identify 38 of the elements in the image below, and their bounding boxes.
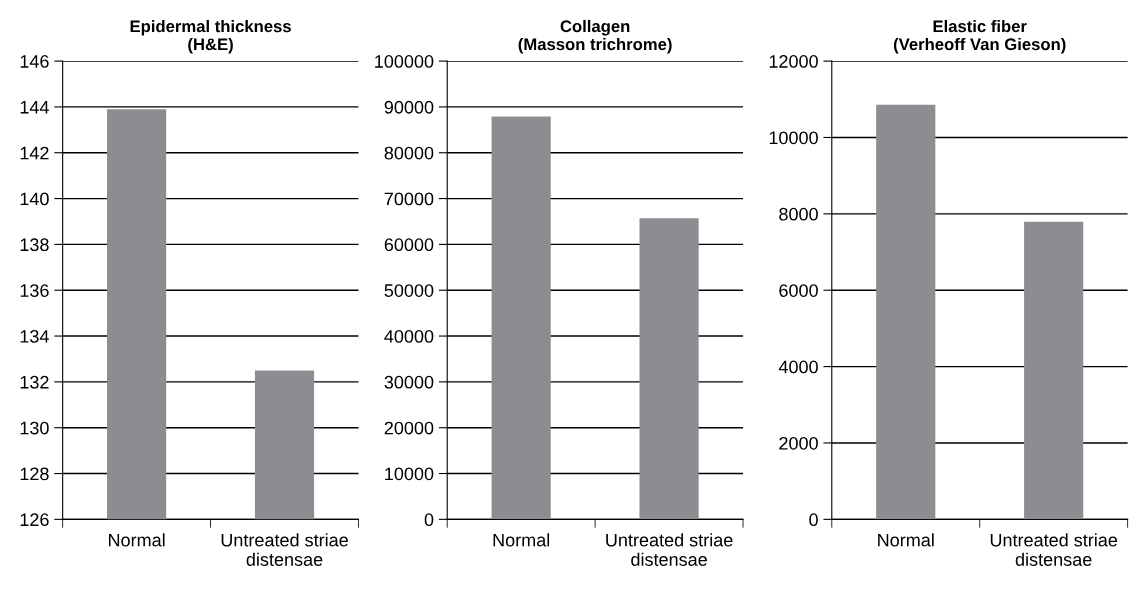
y-tick-label: 100000: [375, 55, 434, 68]
y-tick-label: 80000: [384, 146, 434, 160]
y-tick-label: 140: [20, 192, 49, 206]
y-tick-label: 146: [20, 55, 49, 68]
y-tick-label: 130: [20, 421, 49, 435]
x-tick-label: Normal: [493, 533, 550, 547]
x-tick-label: Normal: [878, 533, 934, 547]
x-tick-label: Untreated striae distensae: [221, 533, 348, 566]
y-tick-label: 0: [424, 513, 434, 527]
y-tick-label: 128: [20, 467, 49, 481]
y-tick-label: 8000: [779, 207, 818, 221]
y-tick-label: 70000: [384, 192, 434, 206]
y-tick-label: 144: [20, 101, 49, 114]
y-tick-label: 136: [20, 284, 49, 297]
y-tick-label: 30000: [384, 375, 434, 389]
y-tick-label: 50000: [384, 284, 434, 297]
y-tick-label: 10000: [769, 131, 818, 145]
y-tick-label: 142: [20, 146, 49, 160]
y-tick-label: 132: [20, 375, 49, 389]
y-tick-label: 138: [20, 238, 49, 252]
y-tick-label: 12000: [769, 55, 818, 68]
chart-title: Elastic fiber (Verheoff Van Gieson): [893, 19, 1066, 54]
y-tick-label: 10000: [385, 467, 434, 481]
x-tick-label: Normal: [108, 533, 165, 547]
y-tick-label: 2000: [779, 436, 818, 450]
y-tick-label: 4000: [778, 360, 818, 374]
y-tick-label: 134: [20, 329, 49, 343]
y-tick-label: 90000: [384, 100, 434, 114]
y-tick-label: 20000: [384, 421, 434, 435]
y-tick-label: 60000: [384, 238, 434, 252]
y-tick-label: 0: [809, 513, 818, 527]
chart-title: Collagen (Masson trichrome): [518, 19, 672, 54]
y-tick-label: 40000: [384, 329, 434, 343]
chart-title: Epidermal thickness (H&E): [130, 19, 291, 54]
x-tick-label: Untreated striae distensae: [990, 533, 1118, 566]
y-tick-label: 6000: [779, 284, 818, 297]
x-tick-label: Untreated striae distensae: [606, 533, 733, 566]
y-tick-label: 126: [20, 513, 49, 527]
